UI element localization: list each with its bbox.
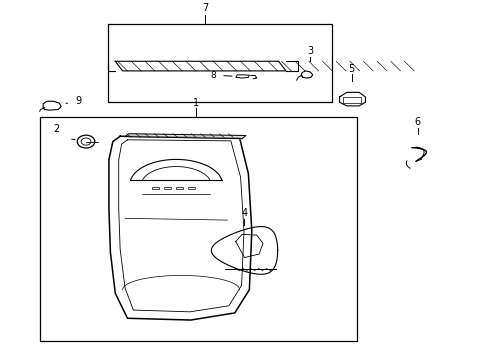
Circle shape — [77, 135, 95, 148]
Bar — [163, 186, 170, 189]
Text: 5: 5 — [348, 64, 354, 74]
Polygon shape — [115, 61, 285, 71]
Text: 2: 2 — [54, 125, 60, 134]
Text: 7: 7 — [202, 3, 208, 13]
Text: 9: 9 — [75, 95, 81, 105]
Text: 4: 4 — [241, 208, 247, 218]
Text: 1: 1 — [192, 98, 199, 108]
Text: 8: 8 — [209, 71, 215, 80]
Bar — [108, 24, 331, 102]
Bar — [152, 186, 158, 189]
Text: 3: 3 — [306, 46, 313, 56]
Text: 6: 6 — [414, 117, 420, 127]
Circle shape — [81, 138, 91, 145]
Polygon shape — [125, 134, 245, 139]
Bar — [188, 186, 195, 189]
Bar — [176, 186, 183, 189]
Bar — [40, 117, 356, 341]
Bar — [343, 96, 360, 103]
